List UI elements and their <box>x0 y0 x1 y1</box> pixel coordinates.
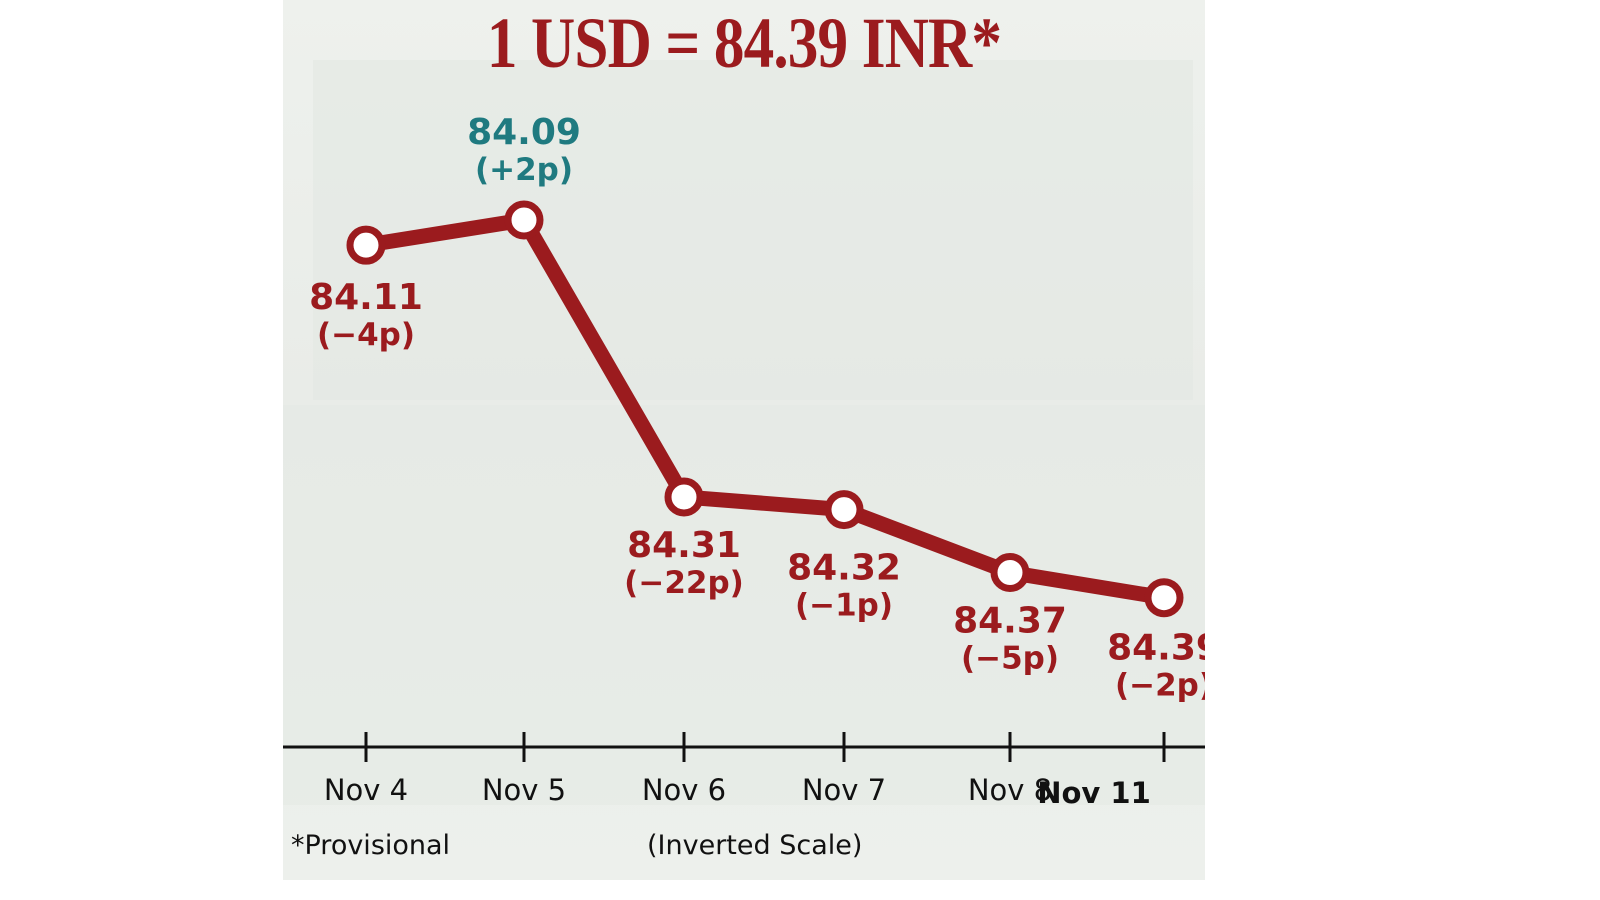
data-point <box>824 490 864 530</box>
data-label: 84.31 <box>627 525 741 566</box>
change-label: (−4p) <box>317 317 415 353</box>
x-tick-label: Nov 8 <box>968 773 1052 807</box>
data-label: 84.11 <box>309 277 423 318</box>
change-label: (+2p) <box>475 152 573 188</box>
x-tick-label: Nov 4 <box>324 773 408 807</box>
data-label: 84.32 <box>787 548 901 589</box>
data-point <box>664 477 704 517</box>
data-label: 84.39 <box>1107 628 1205 669</box>
change-label: (−2p) <box>1115 668 1205 704</box>
data-label: 84.09 <box>467 112 581 153</box>
change-label: (−5p) <box>961 641 1059 677</box>
dollar-note-background <box>283 405 1205 805</box>
change-label: (−1p) <box>795 588 893 624</box>
change-label: (−22p) <box>624 565 744 601</box>
data-label: 84.37 <box>953 601 1067 642</box>
data-point <box>1144 578 1184 618</box>
data-point <box>990 553 1030 593</box>
x-tick-label: Nov 7 <box>802 773 886 807</box>
data-point <box>346 225 386 265</box>
series-line <box>364 212 1166 606</box>
data-point <box>504 200 544 240</box>
x-tick-label: Nov 6 <box>642 773 726 807</box>
x-tick-label: Nov 5 <box>482 773 566 807</box>
footnote: *Provisional <box>291 830 451 861</box>
scale-note: (Inverted Scale) <box>647 830 863 861</box>
x-tick-label: Nov 11 <box>1037 776 1151 810</box>
chart-title: 1 USD = 84.39 INR* <box>486 3 1002 83</box>
